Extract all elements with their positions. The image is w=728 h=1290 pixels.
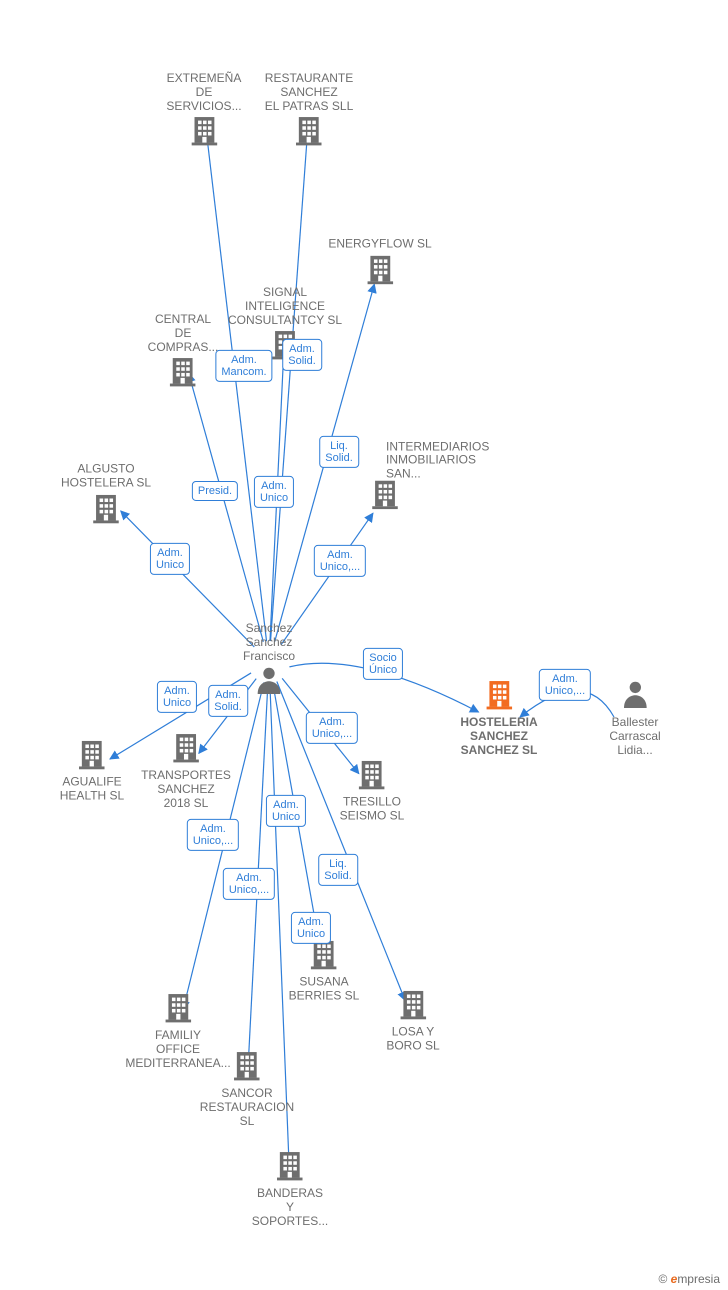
building-icon [200,1048,294,1087]
person-icon [243,663,295,702]
node-label: Sanchez Sanchez Francisco [243,622,295,663]
node-agualife[interactable]: AGUALIFE HEALTH SL [60,737,124,804]
edge [271,133,308,641]
edge-label: Adm. Unico,... [539,669,591,701]
edge-label: Liq. Solid. [319,436,359,468]
building-icon [265,113,353,152]
node-tresillo[interactable]: TRESILLO SEISMO SL [340,757,405,824]
node-central[interactable]: CENTRAL DE COMPRAS... [148,313,219,393]
node-extremena[interactable]: EXTREMEÑA DE SERVICIOS... [166,72,241,152]
node-losa[interactable]: LOSA Y BORO SL [386,987,439,1054]
node-label: BANDERAS Y SOPORTES... [252,1187,328,1228]
building-icon [386,987,439,1026]
edge-label: Adm. Unico,... [314,545,366,577]
node-label: ALGUSTO HOSTELERA SL [61,463,151,491]
brand-name: mpresia [677,1272,720,1286]
node-label: Ballester Carrascal Lidia... [609,716,660,757]
building-icon [368,477,402,516]
node-label: LOSA Y BORO SL [386,1026,439,1054]
building-icon [61,490,151,529]
building-icon [148,354,219,393]
building-icon [60,737,124,776]
edge-label: Adm. Unico,... [306,712,358,744]
node-label: ENERGYFLOW SL [328,238,431,252]
node-intermed[interactable]: INTERMEDIARIOS INMOBILIARIOS SAN... [368,477,402,516]
edge-label: Adm. Unico [291,912,331,944]
network-canvas [0,0,728,1290]
edge-label: Adm. Solid. [208,685,248,717]
node-sancor[interactable]: SANCOR RESTAURACION SL [200,1048,294,1128]
building-icon [460,677,537,716]
building-icon [125,990,230,1029]
node-label: SIGNAL INTELIGENCE CONSULTANTCY SL [228,286,342,327]
building-icon [141,730,231,769]
node-hosteleria[interactable]: HOSTELERIA SANCHEZ SANCHEZ SL [460,677,537,757]
node-label: TRESILLO SEISMO SL [340,796,405,824]
edge-label: Adm. Solid. [282,339,322,371]
node-label: EXTREMEÑA DE SERVICIOS... [166,72,241,113]
edge-label: Adm. Mancom. [215,350,272,382]
node-sanchez[interactable]: Sanchez Sanchez Francisco [243,622,295,702]
node-label: CENTRAL DE COMPRAS... [148,313,219,354]
edge-label: Presid. [192,481,238,501]
footer-copyright: © empresia [658,1272,720,1286]
node-ballester[interactable]: Ballester Carrascal Lidia... [609,677,660,757]
edge-label: Adm. Unico,... [187,819,239,851]
edge-label: Socio Único [363,648,403,680]
building-icon [166,113,241,152]
node-label: INTERMEDIARIOS INMOBILIARIOS SAN... [386,440,489,481]
building-icon [252,1148,328,1187]
edge [189,373,264,642]
node-susana[interactable]: SUSANA BERRIES SL [289,937,360,1004]
node-label: TRANSPORTES SANCHEZ 2018 SL [141,769,231,810]
edge-label: Adm. Unico,... [223,868,275,900]
node-label: AGUALIFE HEALTH SL [60,776,124,804]
building-icon [340,757,405,796]
edge [121,511,255,647]
node-label: RESTAURANTE SANCHEZ EL PATRAS SLL [265,72,353,113]
node-restaurante[interactable]: RESTAURANTE SANCHEZ EL PATRAS SLL [265,72,353,152]
building-icon [328,251,431,290]
node-transportes[interactable]: TRANSPORTES SANCHEZ 2018 SL [141,730,231,810]
node-banderas[interactable]: BANDERAS Y SOPORTES... [252,1148,328,1228]
edge-label: Liq. Solid. [318,854,358,886]
node-energyflow[interactable]: ENERGYFLOW SL [328,238,431,291]
node-label: SANCOR RESTAURACION SL [200,1087,294,1128]
node-label: HOSTELERIA SANCHEZ SANCHEZ SL [460,716,537,757]
edge-label: Adm. Unico [254,476,294,508]
node-algusto[interactable]: ALGUSTO HOSTELERA SL [61,463,151,530]
copyright-symbol: © [658,1272,667,1286]
edge-label: Adm. Unico [157,681,197,713]
person-icon [609,677,660,716]
edge-label: Adm. Unico [266,795,306,827]
node-label: SUSANA BERRIES SL [289,976,360,1004]
edge-label: Adm. Unico [150,543,190,575]
